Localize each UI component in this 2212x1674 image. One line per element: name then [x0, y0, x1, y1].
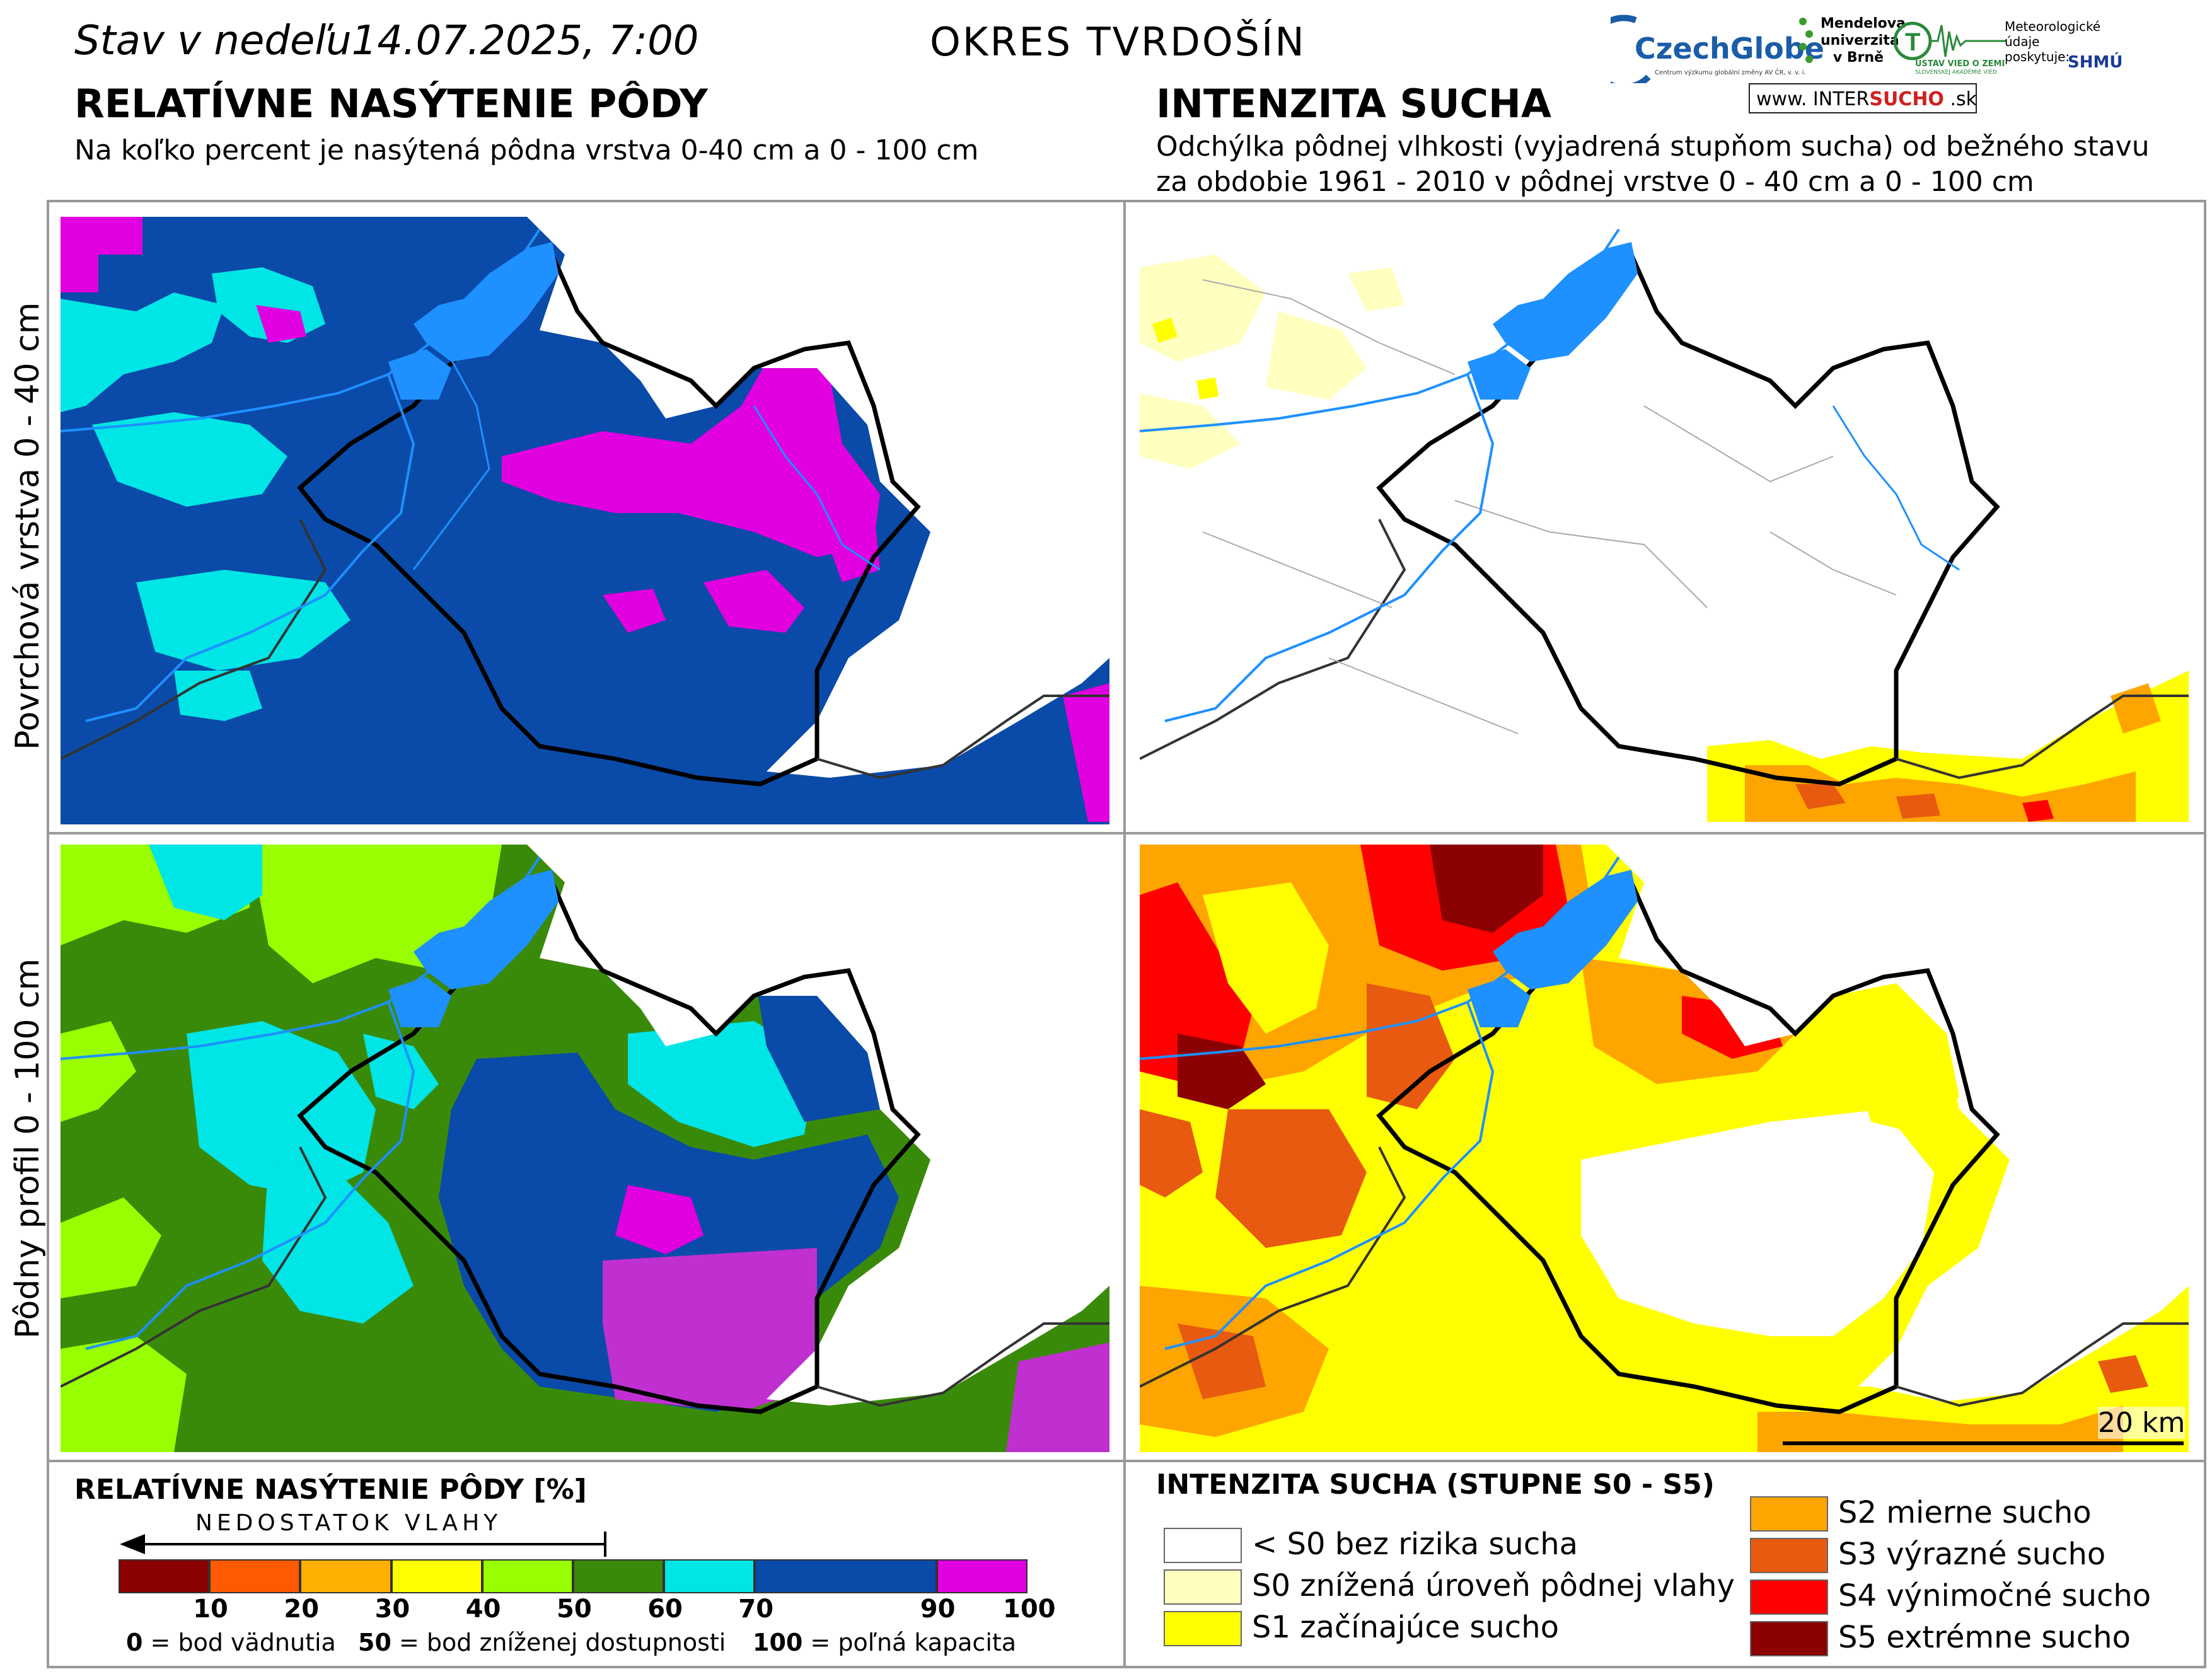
intersucho-bold: SUCHO — [1869, 88, 1944, 110]
colorbar-bin — [391, 1559, 482, 1593]
colorbar-tick-label: 40 — [465, 1595, 501, 1624]
arrow-label: NEDOSTATOK VLAHY — [195, 1510, 502, 1536]
colorbar-tick-label: 10 — [193, 1595, 228, 1624]
svg-text:T: T — [1905, 28, 1920, 56]
district-title: OKRES TVRDOŠÍN — [930, 19, 1306, 65]
intersucho-suffix: .sk — [1943, 88, 1977, 110]
row-label-top: Povrchová vrstva 0 - 40 cm — [9, 302, 47, 750]
shmu-logo: Meteorologické údaje poskytuje: SHMÚ — [2005, 19, 2131, 76]
note-wilting: 0 = bod vädnutia — [126, 1629, 336, 1656]
legend-right-title: INTENZITA SUCHA (STUPNE S0 - S5) — [1156, 1469, 1715, 1501]
colorbar-bin — [755, 1559, 937, 1593]
date-prefix: Stav v nedeľu — [74, 18, 352, 64]
date-value: 14.07.2025, 7:00 — [351, 18, 699, 64]
left-title: RELATÍVNE NASÝTENIE PÔDY — [74, 81, 708, 127]
right-subtitle-1: Odchýlka pôdnej vlhkosti (vyjadrená stup… — [1156, 130, 2150, 163]
colorbar-bin — [664, 1559, 755, 1593]
deficit-arrow-icon — [120, 1532, 606, 1557]
note-0-text: = bod vädnutia — [142, 1629, 336, 1656]
panel-frame — [47, 200, 2206, 1668]
uvz-name: ÚSTAV VIED O ZEMI — [1915, 59, 2005, 69]
drought-label: S4 výnimočné sucho — [1838, 1578, 2151, 1613]
czechglobe-sub: Centrum výzkumu globální změny AV ČR, v.… — [1655, 69, 1806, 76]
note-capacity: 100 = poľná kapacita — [753, 1629, 1016, 1656]
map-drought-topsoil[interactable] — [1140, 217, 2189, 824]
drought-label: < S0 bez rizika sucha — [1252, 1527, 1578, 1562]
intersucho-logo: www. INTERSUCHO .sk — [1749, 83, 1977, 113]
czechglobe-logo: CzechGlobe Centrum výzkumu globální změn… — [1585, 14, 1824, 91]
note-100-text: = poľná kapacita — [802, 1629, 1017, 1656]
colorbar-tick-label: 100 — [1003, 1595, 1056, 1624]
colorbar-bin — [119, 1559, 210, 1593]
colorbar-tick-label: 60 — [647, 1595, 683, 1624]
drought-swatch — [1164, 1569, 1242, 1605]
colorbar-tick-label: 70 — [738, 1595, 774, 1624]
note-100-value: 100 — [753, 1629, 803, 1656]
intersucho-prefix: www. INTER — [1756, 88, 1870, 110]
drought-label: S0 znížená úroveň pôdnej vlahy — [1252, 1568, 1735, 1603]
row-label-bottom: Pôdny profil 0 - 100 cm — [9, 958, 47, 1339]
colorbar-bin — [573, 1559, 664, 1593]
drought-swatch — [1164, 1528, 1242, 1563]
czechglobe-name: CzechGlobe — [1635, 32, 1824, 66]
note-50-text: = bod zníženej dostupnosti — [391, 1629, 726, 1656]
legend-left-title: RELATÍVNE NASÝTENIE PÔDY [%] — [74, 1474, 587, 1506]
drought-swatch — [1750, 1496, 1828, 1532]
note-50-value: 50 — [358, 1629, 391, 1656]
mendelu-logo: Mendelova univerzita v Brně — [1795, 15, 1906, 78]
colorbar-tick-label: 90 — [920, 1595, 956, 1624]
drought-swatch — [1750, 1579, 1828, 1615]
drought-swatch — [1750, 1538, 1828, 1573]
map-saturation-profile[interactable] — [61, 845, 1109, 1452]
colorbar-bin — [209, 1559, 301, 1593]
panel-divider-vertical — [1123, 200, 1126, 1668]
mendelu-dots-icon — [1799, 18, 1813, 63]
panel-divider-middle — [47, 832, 2206, 834]
date-line: Stav v nedeľu14.07.2025, 7:00 — [74, 18, 699, 64]
note-0-value: 0 — [126, 1629, 143, 1656]
drought-label: S1 začínajúce sucho — [1252, 1610, 1559, 1645]
seismograph-icon: T — [1893, 21, 2006, 61]
drought-swatch — [1750, 1621, 1828, 1656]
drought-label: S3 výrazné sucho — [1838, 1537, 2106, 1572]
panel-divider-legend — [47, 1460, 2206, 1462]
scale-bar-label: 20 km — [2098, 1407, 2186, 1439]
colorbar-tick-label: 50 — [557, 1595, 592, 1624]
uvz-logo: T ÚSTAV VIED O ZEMI SLOVENSKEJ AKADÉMIE … — [1893, 19, 2007, 76]
colorbar-bin — [300, 1559, 391, 1593]
right-subtitle-2: za obdobie 1961 - 2010 v pôdnej vrstve 0… — [1156, 166, 2034, 198]
map-drought-profile[interactable]: 20 km — [1140, 845, 2189, 1452]
shmu-name: SHMÚ — [2068, 53, 2123, 72]
note-reduced: 50 = bod zníženej dostupnosti — [358, 1629, 726, 1656]
left-subtitle: Na koľko percent je nasýtená pôdna vrstv… — [74, 134, 979, 166]
colorbar-bin — [482, 1559, 573, 1593]
drought-label: S2 mierne sucho — [1838, 1495, 2092, 1530]
meteo-text: Meteorologické údaje poskytuje: — [2005, 19, 2101, 64]
drought-label: S5 extrémne sucho — [1838, 1620, 2131, 1655]
colorbar-tick-label: 30 — [374, 1595, 410, 1624]
map-saturation-topsoil[interactable] — [61, 217, 1109, 824]
colorbar-bin — [936, 1559, 1028, 1593]
right-title: INTENZITA SUCHA — [1156, 81, 1551, 127]
drought-swatch — [1164, 1611, 1242, 1646]
mendelu-name: Mendelova univerzita v Brně — [1821, 16, 1906, 66]
colorbar-tick-label: 20 — [284, 1595, 320, 1624]
uvz-sub: SLOVENSKEJ AKADÉMIE VIED — [1915, 69, 1997, 76]
